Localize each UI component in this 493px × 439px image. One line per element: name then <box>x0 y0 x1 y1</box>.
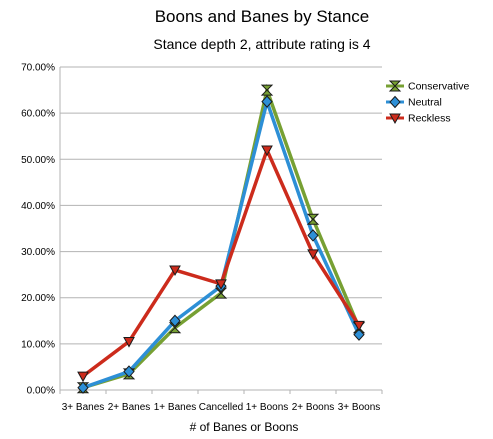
series-line-reckless <box>81 145 361 378</box>
x-tick-label: 3+ Boons <box>338 402 381 413</box>
data-point-marker <box>77 381 89 394</box>
data-point-marker <box>123 337 135 348</box>
data-point-marker <box>353 320 365 332</box>
data-point-marker <box>215 279 227 290</box>
chart-subtitle: Stance depth 2, attribute rating is 4 <box>153 36 370 52</box>
data-point-marker <box>77 371 89 383</box>
data-point-marker <box>306 213 320 225</box>
y-tick-label: 40.00% <box>21 201 55 212</box>
x-tick-label: 3+ Banes <box>62 402 105 413</box>
data-point-marker <box>261 95 273 108</box>
data-point-marker <box>353 328 365 341</box>
y-tick-label: 70.00% <box>21 63 55 74</box>
y-tick-label: 50.00% <box>21 155 55 166</box>
data-point-marker <box>307 249 319 260</box>
x-tick-label: 2+ Banes <box>108 402 151 413</box>
y-tick-label: 0.00% <box>27 386 55 397</box>
grid <box>60 66 382 345</box>
data-point-marker <box>389 113 401 125</box>
legend-label: Neutral <box>408 97 442 109</box>
data-point-marker <box>123 365 135 378</box>
y-tick-label: 20.00% <box>21 293 55 304</box>
x-axis-label: # of Banes or Boons <box>190 420 299 434</box>
x-tick-label: 1+ Boons <box>246 402 289 413</box>
legend-label: Reckless <box>408 113 451 125</box>
data-point-marker <box>261 145 273 157</box>
x-tick-label: 1+ Banes <box>154 402 197 413</box>
legend: Conservative Neutral Reckless <box>386 80 469 125</box>
y-tick-label: 60.00% <box>21 109 55 120</box>
data-point-marker <box>260 84 274 96</box>
y-tick-label: 10.00% <box>21 339 55 350</box>
y-tick-label: 30.00% <box>21 247 55 258</box>
data-point-marker <box>169 265 181 277</box>
series <box>76 83 366 394</box>
data-point-marker <box>388 80 402 92</box>
x-tick-label: Cancelled <box>199 402 243 413</box>
chart-title: Boons and Banes by Stance <box>155 7 370 26</box>
axes: 0.00% 10.00% 20.00% 30.00% 40.00% 50.00% 60.00… <box>21 63 383 413</box>
legend-label: Conservative <box>408 81 469 93</box>
data-point-marker <box>389 95 401 109</box>
data-point-marker <box>307 229 319 242</box>
data-point-marker <box>169 314 181 328</box>
x-tick-label: 2+ Boons <box>292 402 335 413</box>
